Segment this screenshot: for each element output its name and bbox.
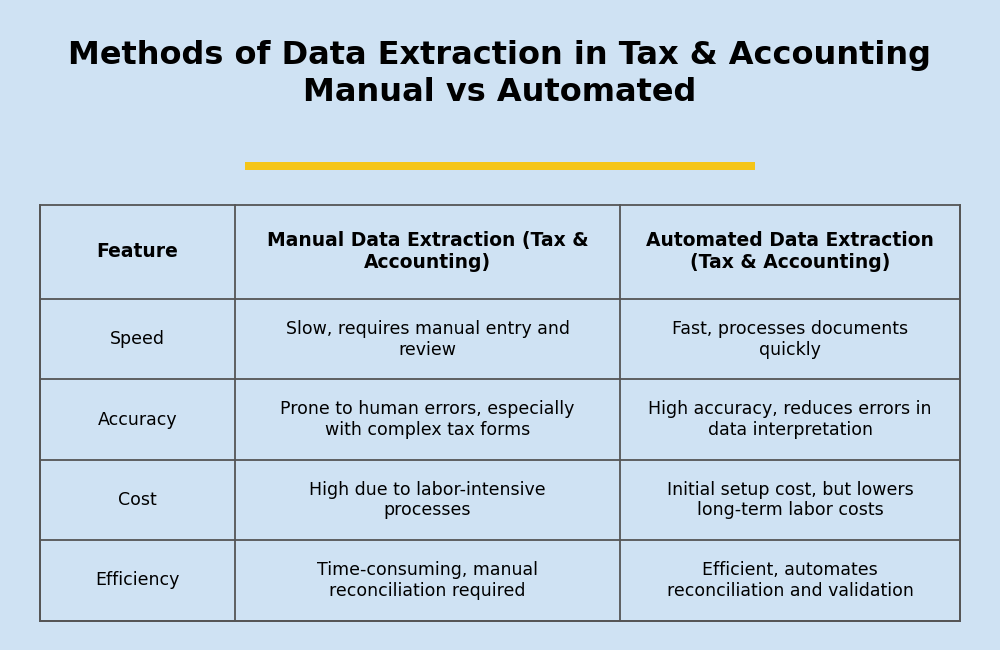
Text: High accuracy, reduces errors in
data interpretation: High accuracy, reduces errors in data in… xyxy=(648,400,932,439)
Text: Time-consuming, manual
reconciliation required: Time-consuming, manual reconciliation re… xyxy=(317,561,538,600)
Text: Slow, requires manual entry and
review: Slow, requires manual entry and review xyxy=(286,320,570,359)
Text: Prone to human errors, especially
with complex tax forms: Prone to human errors, especially with c… xyxy=(280,400,575,439)
Text: Speed: Speed xyxy=(110,330,165,348)
Text: Efficiency: Efficiency xyxy=(95,571,180,590)
Text: Automated Data Extraction
(Tax & Accounting): Automated Data Extraction (Tax & Account… xyxy=(646,231,934,272)
Text: Methods of Data Extraction in Tax & Accounting: Methods of Data Extraction in Tax & Acco… xyxy=(68,40,932,71)
Text: Fast, processes documents
quickly: Fast, processes documents quickly xyxy=(672,320,908,359)
Text: Feature: Feature xyxy=(97,242,178,261)
Text: Efficient, automates
reconciliation and validation: Efficient, automates reconciliation and … xyxy=(667,561,913,600)
Text: Manual Data Extraction (Tax &
Accounting): Manual Data Extraction (Tax & Accounting… xyxy=(267,231,588,272)
Text: High due to labor-intensive
processes: High due to labor-intensive processes xyxy=(309,480,546,519)
Text: Accuracy: Accuracy xyxy=(98,411,177,428)
Text: Manual vs Automated: Manual vs Automated xyxy=(303,77,697,108)
Text: Initial setup cost, but lowers
long-term labor costs: Initial setup cost, but lowers long-term… xyxy=(667,480,913,519)
Bar xyxy=(245,161,755,170)
Text: Cost: Cost xyxy=(118,491,157,509)
Bar xyxy=(40,205,960,621)
